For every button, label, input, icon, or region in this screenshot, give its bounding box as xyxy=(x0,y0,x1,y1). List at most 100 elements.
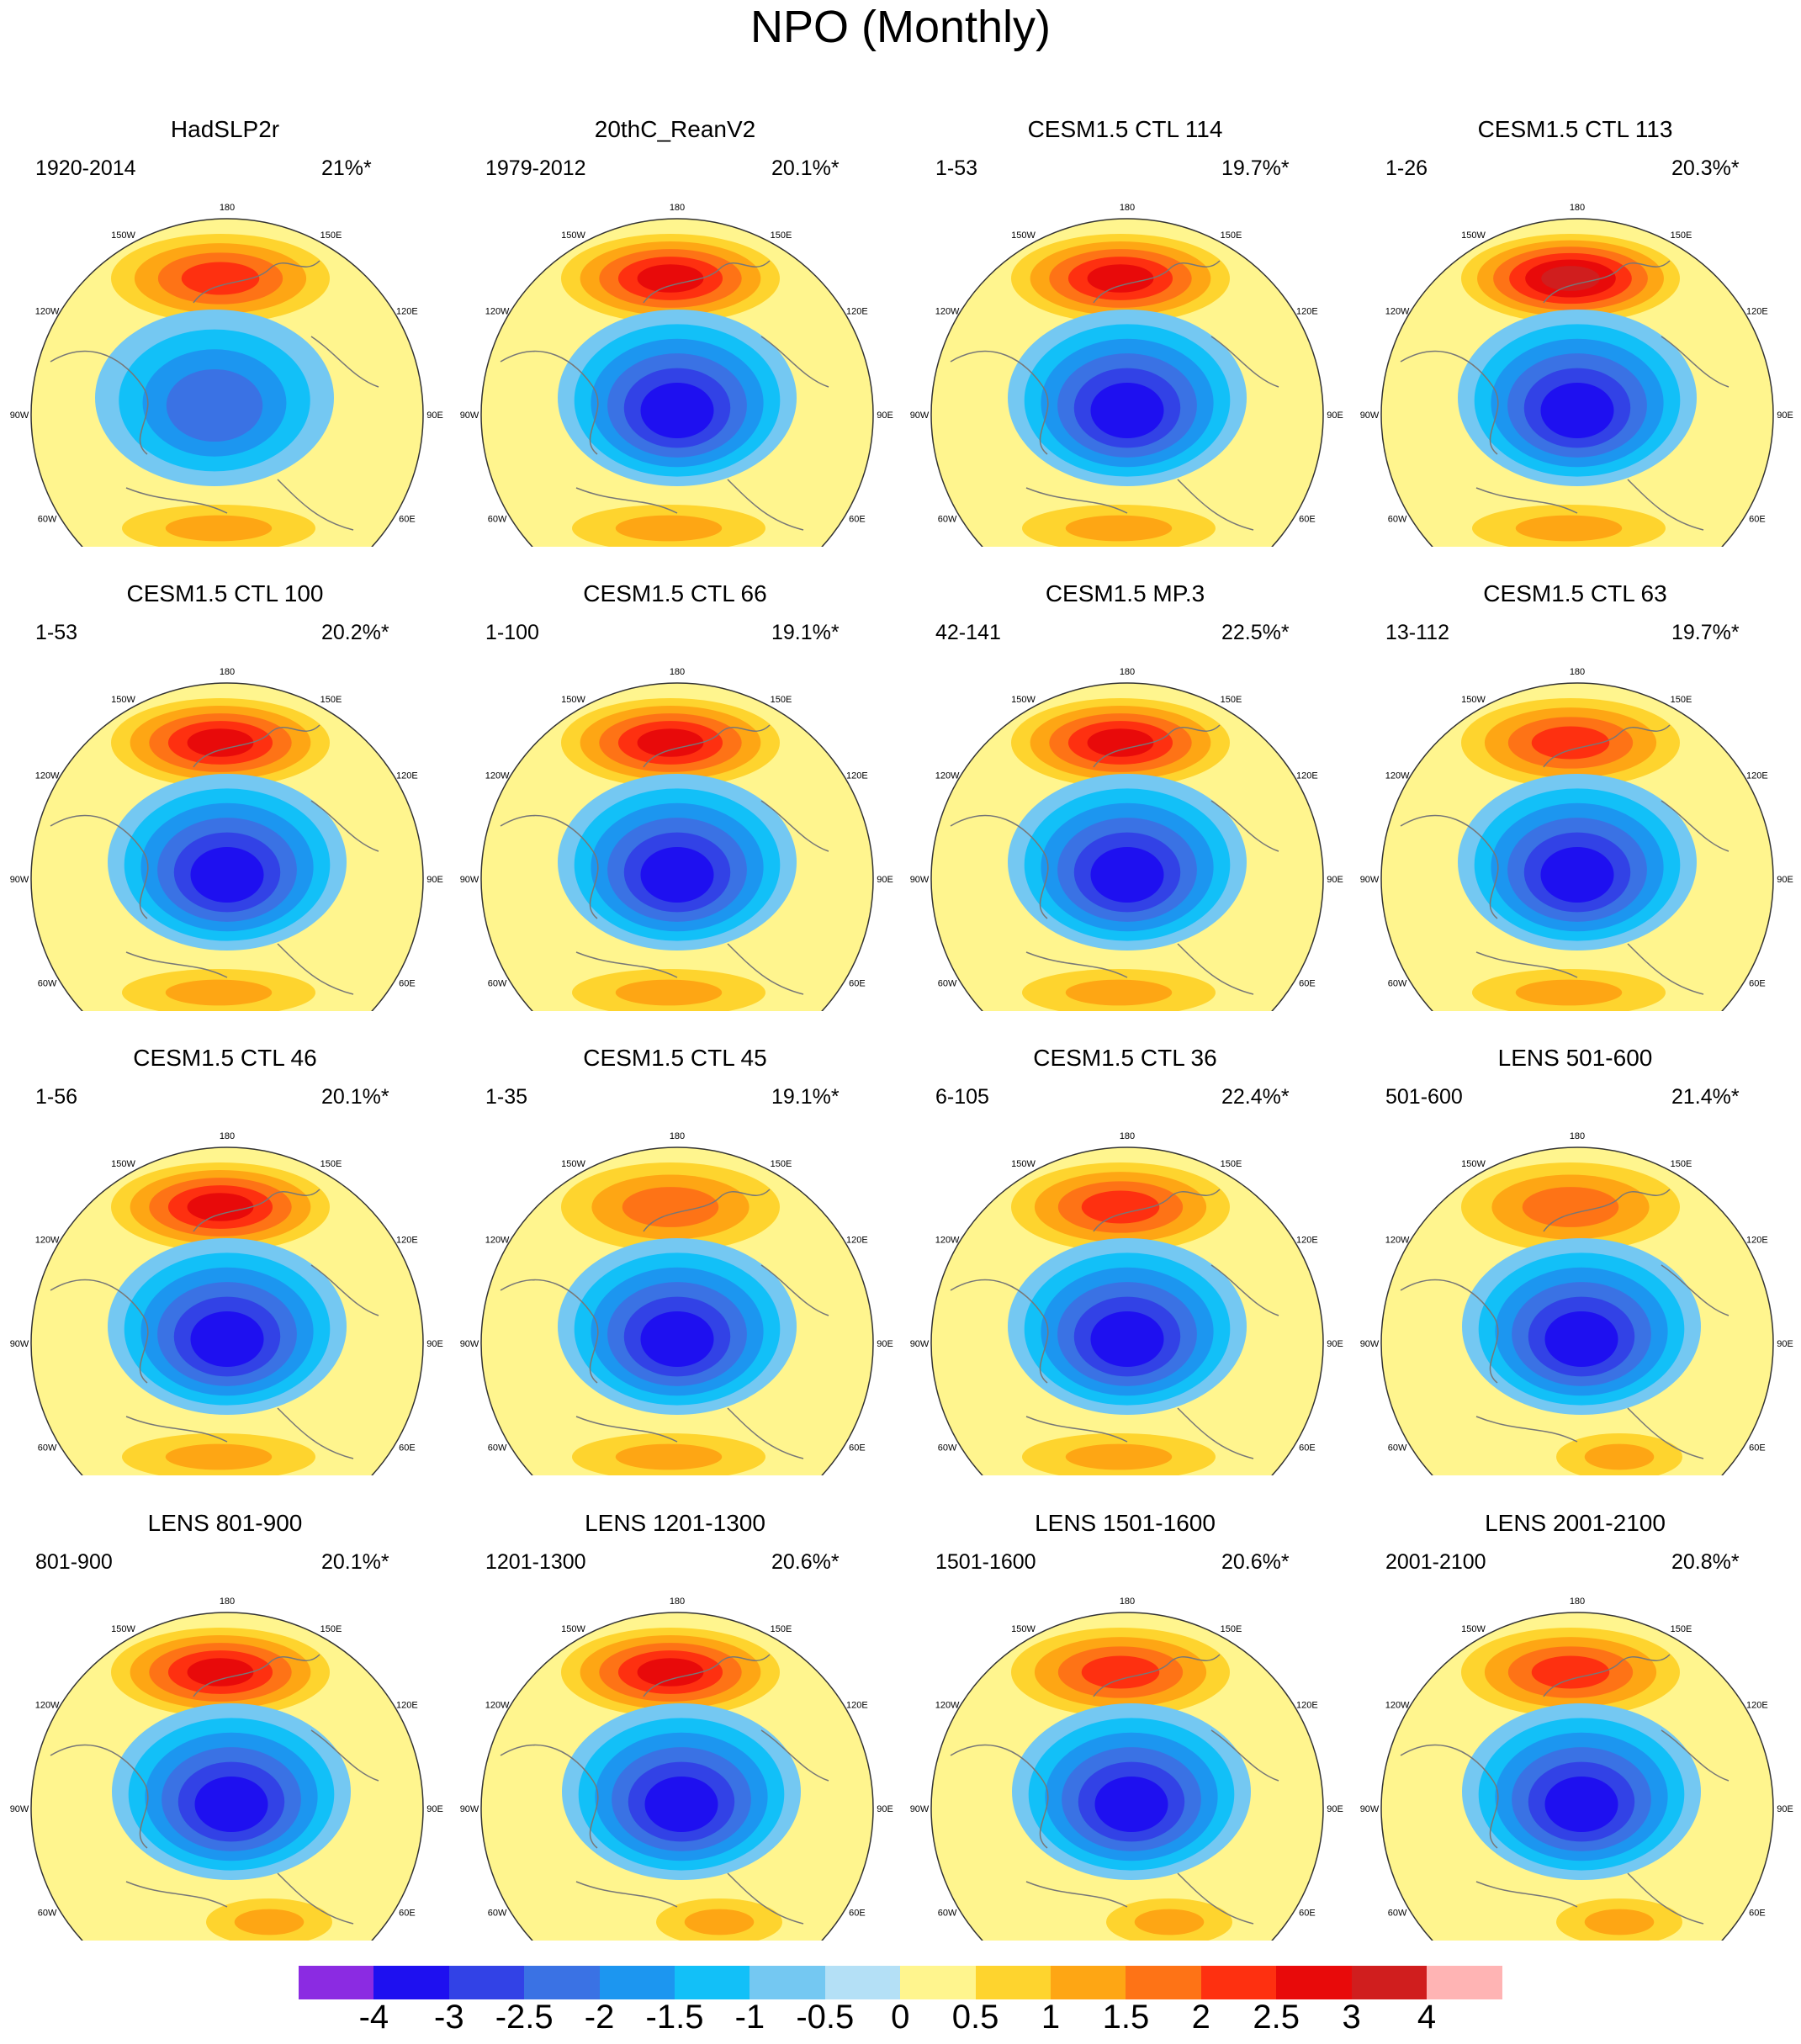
coastline xyxy=(950,350,1049,455)
negative-anomaly-contour xyxy=(1540,846,1614,903)
panel-period: 6-105 xyxy=(935,1085,989,1109)
coastline xyxy=(575,487,678,514)
positive-anomaly-contour xyxy=(187,1193,254,1221)
map-boundary xyxy=(930,218,1324,547)
panel-period: 1-26 xyxy=(1385,156,1428,180)
negative-anomaly-contour xyxy=(1094,1776,1168,1833)
positive-anomaly-contour xyxy=(1531,726,1610,760)
longitude-label: 120E xyxy=(1746,1236,1768,1246)
longitude-label: 90W xyxy=(10,410,29,421)
longitude-label: 60E xyxy=(1299,979,1316,989)
map-panel: 180150E120E90E60E30E030W60W90W120W150WCE… xyxy=(450,1013,900,1475)
map-panel: 180150E120E90E60E30E030W60W90W120W150WCE… xyxy=(900,548,1350,1011)
coastline xyxy=(1475,1416,1578,1443)
positive-anomaly-contour xyxy=(637,728,704,757)
panel-variance: 20.1%* xyxy=(321,1085,389,1109)
panel-title: HadSLP2r xyxy=(170,116,280,142)
polar-map: 180150E120E90E60E30E030W60W90W120W150W xyxy=(10,203,443,547)
longitude-label: 150E xyxy=(1221,230,1242,241)
polar-map: 180150E120E90E60E30E030W60W90W120W150W xyxy=(10,667,443,1011)
coastline xyxy=(50,814,149,919)
map-panel: 180150E120E90E60E30E030W60W90W120W150WCE… xyxy=(0,1013,450,1475)
coastline xyxy=(950,814,1049,919)
coastline xyxy=(643,1189,771,1232)
negative-anomaly-contour xyxy=(1090,846,1164,903)
longitude-label: 90E xyxy=(426,410,443,421)
map-panel: 180150E120E90E60E30E030W60W90W120W150WCE… xyxy=(450,548,900,1011)
longitude-label: 90W xyxy=(910,410,930,421)
panel-title: 20thC_ReanV2 xyxy=(594,116,756,142)
longitude-label: 60W xyxy=(488,1909,507,1919)
map-panel: 180150E120E90E60E30E030W60W90W120W150WLE… xyxy=(900,1478,1350,1941)
longitude-label: 150E xyxy=(1671,230,1692,241)
polar-map: 180150E120E90E60E30E030W60W90W120W150W xyxy=(460,1597,893,1941)
longitude-label: 90W xyxy=(460,1804,479,1814)
panel-period: 1201-1300 xyxy=(485,1550,586,1574)
panel-title: LENS 801-900 xyxy=(147,1510,303,1536)
longitude-label: 60W xyxy=(938,979,957,989)
colorbar-swatch xyxy=(1200,1966,1277,1999)
colorbar-swatch xyxy=(975,1966,1051,1999)
longitude-label: 150W xyxy=(1461,1159,1486,1169)
negative-anomaly-contour xyxy=(640,846,714,903)
positive-anomaly-contour xyxy=(1134,1909,1205,1935)
longitude-label: 60W xyxy=(488,979,507,989)
positive-anomaly-contour xyxy=(1065,1443,1173,1470)
longitude-label: 180 xyxy=(1120,203,1135,213)
longitude-label: 180 xyxy=(220,203,235,213)
colorbar-tick-label: 3 xyxy=(1342,1999,1361,2036)
coastline xyxy=(1177,1407,1254,1459)
longitude-label: 90E xyxy=(1777,410,1793,421)
positive-anomaly-contour xyxy=(615,1443,723,1470)
coastline xyxy=(1627,1407,1704,1459)
longitude-label: 150E xyxy=(771,1624,792,1634)
negative-anomaly-contour xyxy=(1544,1776,1618,1833)
coastline xyxy=(1177,1872,1254,1925)
longitude-label: 120E xyxy=(1296,307,1318,317)
colorbar-tick-label: -0.5 xyxy=(796,1999,855,2036)
longitude-label: 180 xyxy=(1570,1131,1585,1141)
longitude-label: 90E xyxy=(877,1804,893,1814)
longitude-label: 180 xyxy=(1120,1131,1135,1141)
coastline xyxy=(277,1872,354,1925)
negative-anomaly-contour xyxy=(190,846,264,903)
coastline xyxy=(1543,1654,1671,1697)
panel-period: 13-112 xyxy=(1385,621,1449,644)
longitude-label: 90E xyxy=(877,875,893,885)
coastline xyxy=(277,1407,354,1459)
colorbar-tick-label: -3 xyxy=(434,1999,464,2036)
panel-title: LENS 1501-1600 xyxy=(1035,1510,1216,1536)
positive-anomaly-contour xyxy=(1541,266,1600,291)
coastline xyxy=(500,1744,599,1849)
longitude-label: 60W xyxy=(1388,1443,1407,1454)
longitude-label: 150W xyxy=(111,1159,135,1169)
longitude-label: 150W xyxy=(1461,695,1486,705)
colorbar-swatch xyxy=(1051,1966,1126,1999)
longitude-label: 150W xyxy=(111,230,135,241)
colorbar-swatch xyxy=(599,1966,675,1999)
positive-anomaly-contour xyxy=(181,262,260,295)
longitude-label: 60W xyxy=(38,515,57,525)
longitude-label: 90W xyxy=(910,1804,930,1814)
colorbar-tick-label: -4 xyxy=(358,1999,389,2036)
coastline xyxy=(1661,1729,1729,1782)
longitude-label: 60E xyxy=(399,1443,416,1454)
longitude-label: 150E xyxy=(1221,695,1242,705)
coastline xyxy=(1025,1881,1128,1908)
longitude-label: 120W xyxy=(485,1236,510,1246)
panel-period: 1920-2014 xyxy=(35,156,136,180)
positive-anomaly-contour xyxy=(1531,1655,1610,1689)
longitude-label: 120E xyxy=(846,307,868,317)
positive-anomaly-contour xyxy=(1584,1443,1655,1470)
coastline xyxy=(727,479,804,531)
panel-variance: 22.5%* xyxy=(1221,621,1290,644)
coastline xyxy=(1025,487,1128,514)
panel-title: CESM1.5 CTL 114 xyxy=(1027,116,1223,142)
longitude-label: 60E xyxy=(1749,515,1766,525)
longitude-label: 90E xyxy=(426,875,443,885)
longitude-label: 60E xyxy=(1299,515,1316,525)
panel-period: 2001-2100 xyxy=(1385,1550,1486,1574)
positive-anomaly-contour xyxy=(622,1187,719,1227)
map-boundary xyxy=(30,218,424,547)
longitude-label: 120W xyxy=(1385,771,1410,781)
